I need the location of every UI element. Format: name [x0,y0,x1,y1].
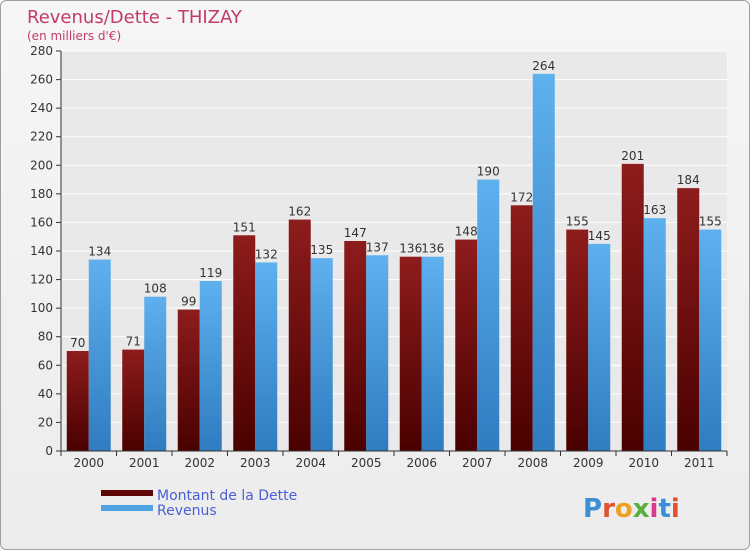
data-label: 135 [310,243,333,257]
bar-revenus [255,262,278,451]
x-tick-label: 2000 [73,456,104,470]
data-label: 163 [643,203,666,217]
data-label: 108 [144,282,167,296]
y-tick-label: 220 [30,130,53,144]
data-label: 132 [255,247,278,261]
bar-revenus [643,218,666,451]
bar-dette [122,349,145,451]
y-tick-label: 20 [38,415,53,429]
bar-dette [455,239,478,451]
brand-letter: i [671,494,680,524]
y-tick-label: 280 [30,44,53,58]
y-tick-label: 80 [38,330,53,344]
data-label: 137 [366,240,389,254]
x-tick-label: 2008 [517,456,548,470]
data-label: 155 [566,215,589,229]
bar-dette [233,235,256,451]
y-tick-label: 120 [30,273,53,287]
bar-dette [288,219,311,451]
x-tick-label: 2002 [184,456,215,470]
bar-revenus [477,179,500,452]
y-tick-label: 40 [38,387,53,401]
data-label: 145 [588,229,611,243]
data-label: 147 [344,226,367,240]
legend-label-dette: Montant de la Dette [157,488,297,504]
bar-revenus [532,73,555,451]
brand-letter: i [650,494,659,524]
legend-swatch-dette [101,490,153,496]
data-label: 136 [421,242,444,256]
bar-revenus [88,259,111,451]
data-label: 201 [621,149,644,163]
data-label: 70 [70,336,85,350]
bar-revenus [699,229,722,451]
y-tick-label: 0 [45,444,53,458]
bar-revenus [199,281,222,451]
x-tick-label: 2001 [129,456,160,470]
bar-revenus [366,255,389,451]
data-label: 136 [399,242,422,256]
proxiti-logo: Proxiti [583,494,680,524]
x-tick-label: 2003 [240,456,271,470]
data-label: 99 [181,295,196,309]
x-tick-label: 2011 [684,456,715,470]
brand-letter: P [583,494,602,524]
bar-revenus [421,256,444,451]
brand-letter: o [615,494,633,524]
legend: Montant de la Dette Revenus [101,488,297,519]
x-tick-label: 2005 [351,456,382,470]
data-label: 184 [677,173,700,187]
bar-revenus [310,258,333,451]
brand-letter: x [633,494,650,524]
brand-letter: t [658,494,670,524]
grid [61,50,727,452]
bar-dette [566,229,589,451]
x-tick-label: 2004 [295,456,326,470]
y-tick-label: 160 [30,215,53,229]
data-label: 155 [699,215,722,229]
bar-dette [344,241,367,451]
bar-revenus [144,296,167,451]
data-label: 119 [199,266,222,280]
y-tick-label: 100 [30,301,53,315]
bar-dette [510,205,533,451]
data-label: 134 [88,245,111,259]
data-label: 190 [477,165,500,179]
x-tick-label: 2009 [573,456,604,470]
bar-dette [621,163,644,451]
legend-label-revenus: Revenus [157,503,217,519]
y-tick-label: 140 [30,244,53,258]
data-label: 162 [288,205,311,219]
y-tick-label: 260 [30,73,53,87]
data-label: 148 [455,225,478,239]
bar-dette [66,351,89,451]
y-tick-label: 200 [30,158,53,172]
chart-subtitle: (en milliers d'€) [27,29,121,43]
bar-revenus [588,243,611,451]
x-tick-label: 2010 [628,456,659,470]
brand-letter: r [602,494,615,524]
y-tick-label: 180 [30,187,53,201]
data-label: 71 [126,335,141,349]
bar-dette [677,188,700,451]
legend-swatch-revenus [101,505,153,511]
brand-text: Proxiti [583,494,680,524]
x-tick-label: 2006 [406,456,437,470]
y-tick-label: 60 [38,358,53,372]
data-label: 172 [510,190,533,204]
axes: 0 20 40 60 80 100 120 140 160 180 200 220 240 260 280 2… [30,44,728,470]
bar-dette [399,256,422,451]
chart-title: Revenus/Dette - THIZAY [27,7,243,28]
bar-dette [177,309,200,451]
y-tick-label: 240 [30,101,53,115]
x-tick-label: 2007 [462,456,493,470]
data-label: 264 [532,59,555,73]
data-label: 151 [233,220,256,234]
